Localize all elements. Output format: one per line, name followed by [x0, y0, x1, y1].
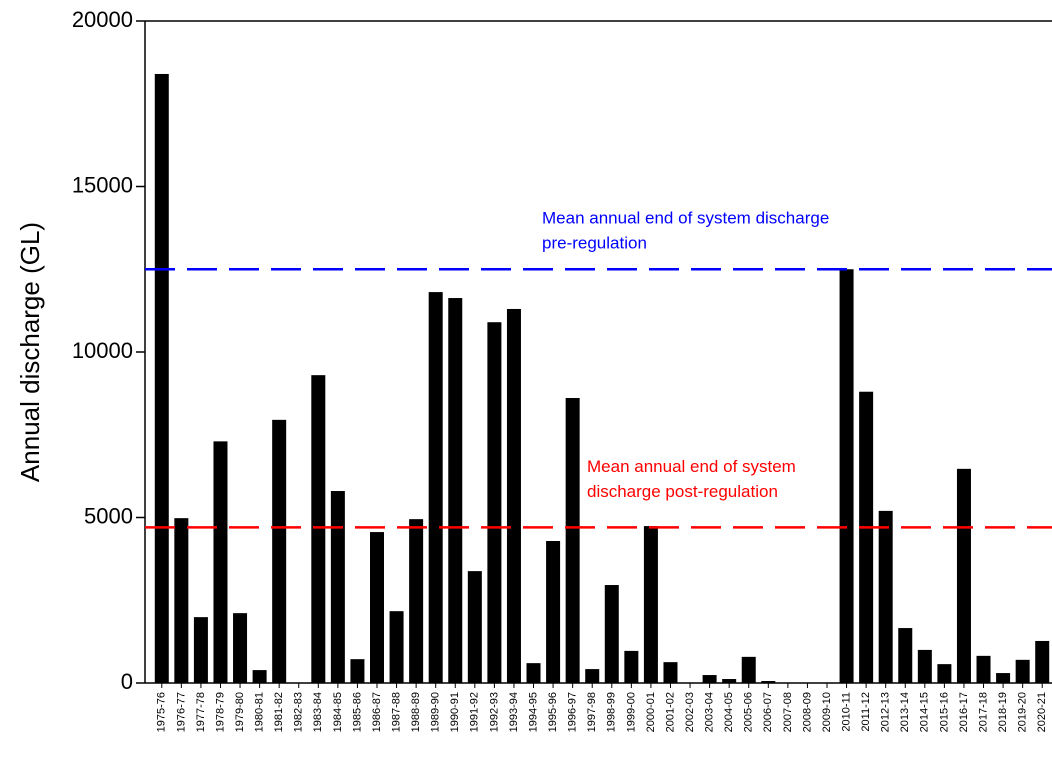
x-tick-label: 2003-04	[704, 692, 716, 732]
bar	[467, 571, 482, 683]
x-tick-label: 1978-79	[214, 692, 226, 732]
bar	[702, 675, 717, 683]
x-tick-label: 2000-01	[645, 692, 657, 732]
bar	[526, 663, 541, 683]
x-tick-label: 2001-02	[664, 692, 676, 732]
bar	[370, 532, 384, 683]
x-tick-label: 1982-83	[293, 692, 305, 732]
bar	[761, 681, 776, 683]
x-tick-label: 2015-16	[938, 692, 950, 732]
bar	[174, 518, 189, 683]
bar	[976, 655, 991, 683]
y-tick-label: 20000	[72, 7, 133, 32]
bar	[1035, 640, 1050, 683]
x-tick-label: 1987-88	[390, 692, 402, 732]
annotation: Mean annual end of system	[587, 457, 796, 476]
x-tick-label: 2020-21	[1036, 692, 1048, 732]
bar	[487, 322, 502, 683]
x-tick-label: 1981-82	[273, 692, 285, 732]
bar	[956, 468, 971, 683]
x-tick-label: 2017-18	[977, 692, 989, 732]
x-tick-label: 1979-80	[234, 692, 246, 732]
bar	[624, 650, 639, 683]
bar	[604, 585, 619, 683]
x-tick-label: 1984-85	[332, 692, 344, 732]
x-tick-label: 2002-03	[684, 692, 696, 732]
bar	[839, 269, 854, 683]
bar	[643, 526, 658, 683]
annotation: pre-regulation	[542, 234, 647, 253]
bar	[350, 659, 365, 683]
x-tick-label: 2018-19	[997, 692, 1009, 732]
x-tick-label: 2004-05	[723, 692, 735, 732]
x-tick-label: 2011-12	[860, 692, 872, 732]
x-tick-label: 1990-91	[449, 692, 461, 732]
bar	[546, 541, 561, 683]
x-tick-label: 2006-07	[762, 692, 774, 732]
bar	[996, 673, 1011, 683]
y-tick-label: 15000	[72, 172, 133, 197]
x-tick-label: 1999-00	[625, 692, 637, 732]
bar	[252, 670, 267, 683]
y-tick-label: 5000	[84, 503, 133, 528]
x-tick-label: 1986-87	[371, 692, 383, 732]
x-tick-label: 2009-10	[821, 692, 833, 732]
x-tick-label: 2019-20	[1017, 692, 1029, 732]
bar	[585, 669, 600, 683]
x-tick-label: 1983-84	[312, 692, 324, 732]
bar	[663, 662, 678, 683]
bar	[722, 679, 737, 683]
x-tick-label: 1989-90	[430, 692, 442, 732]
bar	[311, 375, 326, 683]
x-tick-label: 1988-89	[410, 692, 422, 732]
bar	[154, 73, 169, 683]
x-tick-label: 1980-81	[254, 692, 266, 732]
bar	[917, 649, 932, 683]
bar	[1015, 659, 1030, 683]
bar	[330, 491, 345, 683]
x-tick-label: 2007-08	[782, 692, 794, 732]
x-tick-label: 1998-99	[606, 692, 618, 732]
bar	[878, 510, 893, 683]
x-tick-label: 2010-11	[840, 692, 852, 732]
x-tick-label: 2013-14	[899, 692, 911, 732]
y-tick-label: 10000	[72, 338, 133, 363]
bar	[233, 613, 248, 683]
x-tick-label: 1995-96	[547, 692, 559, 732]
bar	[428, 292, 443, 683]
x-tick-label: 2016-17	[958, 692, 970, 732]
x-tick-label: 2012-13	[880, 692, 892, 732]
x-tick-label: 1977-78	[195, 692, 207, 732]
annotation: discharge post-regulation	[587, 482, 778, 501]
bar	[741, 656, 756, 683]
x-tick-label: 2014-15	[919, 692, 931, 732]
x-tick-label: 1992-93	[488, 692, 500, 732]
x-tick-label: 2005-06	[743, 692, 755, 732]
x-tick-label: 1993-94	[508, 692, 520, 732]
y-axis-label: Annual discharge (GL)	[15, 222, 45, 482]
bar	[272, 419, 287, 683]
x-tick-label: 2008-09	[801, 692, 813, 732]
bar	[859, 391, 874, 683]
bar	[389, 611, 404, 683]
bar	[565, 398, 580, 683]
bar	[448, 298, 463, 683]
bar	[193, 617, 208, 683]
x-tick-label: 1994-95	[527, 692, 539, 732]
x-tick-label: 1997-98	[586, 692, 598, 732]
bar	[506, 308, 521, 683]
bar	[213, 441, 228, 683]
x-tick-label: 1975-76	[156, 692, 168, 732]
x-tick-label: 1976-77	[175, 692, 187, 732]
annotation: Mean annual end of system discharge	[542, 209, 829, 228]
x-tick-label: 1996-97	[567, 692, 579, 732]
x-tick-label: 1985-86	[351, 692, 363, 732]
x-tick-label: 1991-92	[469, 692, 481, 732]
bar	[937, 664, 952, 683]
bar	[409, 519, 424, 683]
y-tick-label: 0	[121, 669, 133, 694]
bar	[898, 628, 913, 683]
